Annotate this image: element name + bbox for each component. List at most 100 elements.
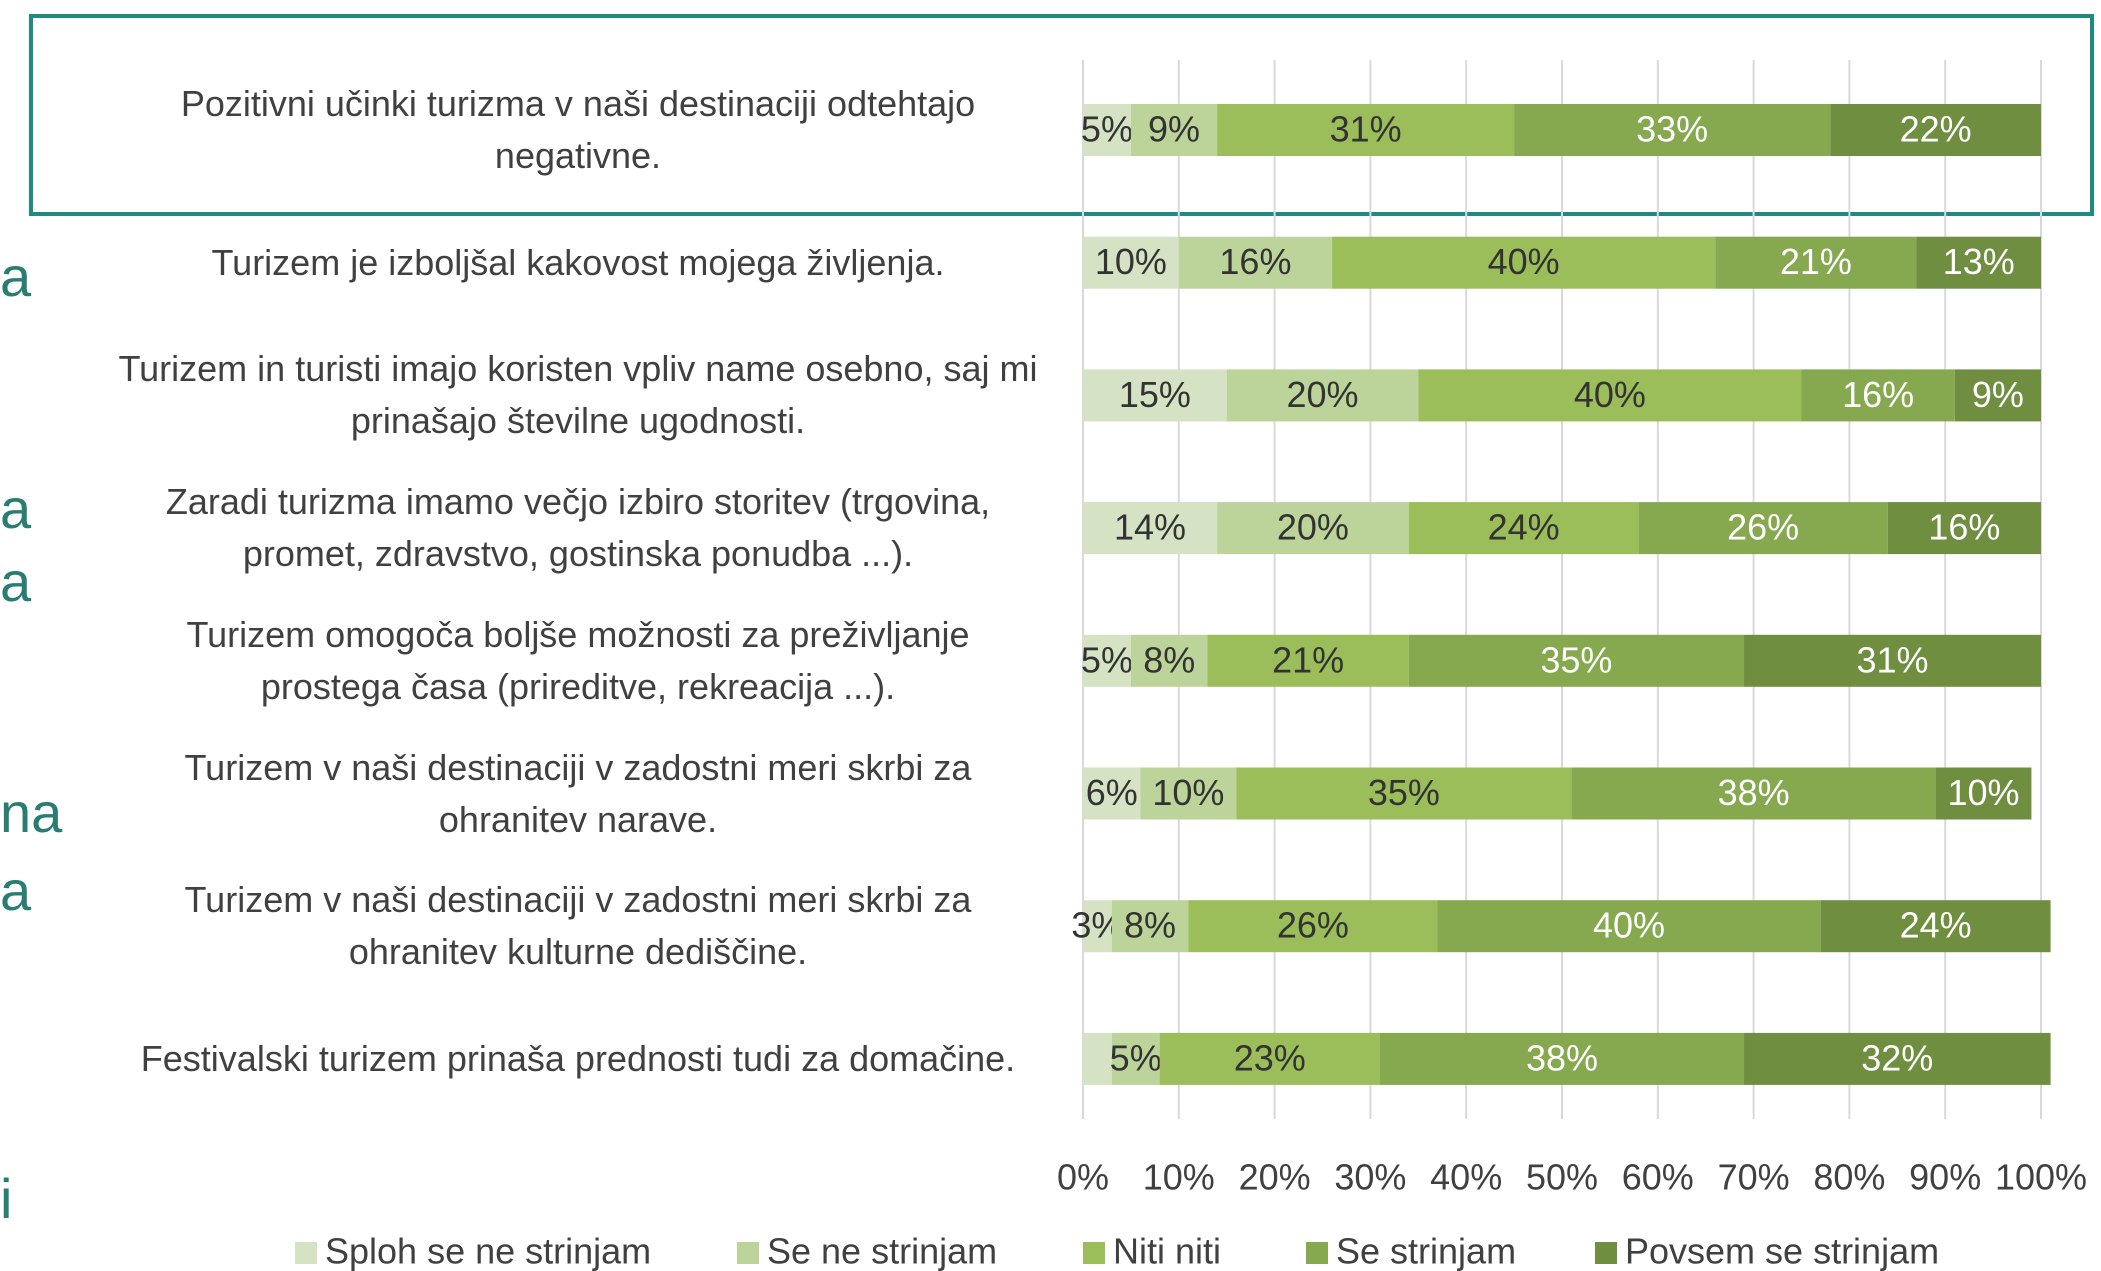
bar-segment bbox=[1083, 236, 1179, 289]
highlight-box bbox=[29, 14, 2094, 216]
bar-segment bbox=[1188, 900, 1438, 953]
category-label: Turizem in turisti imajo koristen vpliv … bbox=[118, 348, 1038, 442]
category-label: Turizem je izboljšal kakovost mojega živ… bbox=[211, 241, 945, 283]
data-label: 38% bbox=[1718, 772, 1790, 813]
bar-segment bbox=[1744, 1032, 2051, 1085]
bar-segment bbox=[1236, 767, 1572, 820]
legend-swatch bbox=[1083, 1242, 1105, 1264]
x-tick-label: 20% bbox=[1239, 1157, 1311, 1198]
data-label: 21% bbox=[1780, 241, 1852, 282]
data-label: 31% bbox=[1330, 109, 1402, 150]
x-tick-label: 80% bbox=[1813, 1157, 1885, 1198]
data-label: 16% bbox=[1219, 241, 1291, 282]
bar-segment bbox=[1437, 900, 1821, 953]
bar-segment bbox=[1217, 502, 1409, 555]
bar-segment bbox=[1083, 104, 1131, 156]
x-tick-label: 40% bbox=[1430, 1157, 1502, 1198]
data-label: 24% bbox=[1488, 507, 1560, 548]
x-tick-label: 70% bbox=[1718, 1157, 1790, 1198]
bar-segment bbox=[1954, 369, 2041, 422]
data-label: 20% bbox=[1286, 374, 1358, 415]
category-label: Turizem omogoča boljše možnosti za preži… bbox=[186, 613, 970, 707]
bar-segment bbox=[1744, 634, 2041, 687]
data-label: 40% bbox=[1593, 905, 1665, 946]
data-label: 13% bbox=[1943, 241, 2015, 282]
x-tick-label: 10% bbox=[1143, 1157, 1215, 1198]
category-label: Turizem v naši destinaciji v zadostni me… bbox=[184, 746, 972, 840]
data-label: 26% bbox=[1277, 905, 1349, 946]
data-label: 21% bbox=[1272, 639, 1344, 680]
bar-segment bbox=[1111, 1032, 1160, 1085]
bar-segment bbox=[1514, 104, 1831, 156]
data-label: 6% bbox=[1086, 772, 1138, 813]
bar-segment bbox=[1916, 236, 2041, 289]
bar-segment bbox=[1571, 767, 1936, 820]
data-label: 33% bbox=[1636, 109, 1708, 150]
legend-swatch bbox=[1306, 1242, 1328, 1264]
x-tick-label: 0% bbox=[1057, 1157, 1109, 1198]
x-tick-label: 50% bbox=[1526, 1157, 1598, 1198]
data-label: 5% bbox=[1081, 639, 1133, 680]
bar-segment bbox=[1226, 369, 1419, 422]
data-label: 5% bbox=[1110, 1037, 1162, 1078]
legend-label: Sploh se ne strinjam bbox=[325, 1231, 651, 1271]
bar-segment bbox=[1332, 236, 1716, 289]
data-label: 10% bbox=[1095, 241, 1167, 282]
legend-label: Niti niti bbox=[1113, 1231, 1221, 1271]
data-label: 9% bbox=[1972, 374, 2024, 415]
bar-segment bbox=[1083, 634, 1131, 687]
data-label: 38% bbox=[1526, 1037, 1598, 1078]
bar-segment bbox=[1159, 1032, 1380, 1085]
bar-segment bbox=[1935, 767, 2032, 820]
x-tick-label: 90% bbox=[1909, 1157, 1981, 1198]
data-label: 16% bbox=[1928, 507, 2000, 548]
data-label: 9% bbox=[1148, 109, 1200, 150]
data-label: 15% bbox=[1119, 374, 1191, 415]
bar-segment bbox=[1083, 1032, 1112, 1085]
data-label: 5% bbox=[1081, 109, 1133, 150]
data-label: 8% bbox=[1143, 639, 1195, 680]
text-fragment: na bbox=[0, 781, 63, 844]
bar-segment bbox=[1083, 369, 1227, 422]
x-tick-label: 60% bbox=[1622, 1157, 1694, 1198]
data-label: 14% bbox=[1114, 507, 1186, 548]
text-fragment: a bbox=[0, 245, 32, 308]
bar-segment bbox=[1408, 634, 1745, 687]
text-fragment: i bbox=[0, 1167, 12, 1230]
legend-label: Se strinjam bbox=[1336, 1231, 1516, 1271]
data-label: 35% bbox=[1540, 639, 1612, 680]
category-label: Pozitivni učinki turizma v naši destinac… bbox=[180, 83, 976, 176]
bar-segment bbox=[1820, 900, 2051, 953]
bar-segment bbox=[1178, 236, 1333, 289]
data-label: 26% bbox=[1727, 507, 1799, 548]
data-label: 10% bbox=[1152, 772, 1224, 813]
bar-segment bbox=[1207, 634, 1409, 687]
data-label: 40% bbox=[1488, 241, 1560, 282]
text-fragment: a bbox=[0, 477, 32, 540]
bar-segment bbox=[1887, 502, 2041, 555]
bar-segment bbox=[1083, 900, 1112, 953]
legend-label: Se ne strinjam bbox=[767, 1231, 997, 1271]
bar-segment bbox=[1715, 236, 1917, 289]
data-label: 31% bbox=[1856, 639, 1928, 680]
data-label: 24% bbox=[1900, 905, 1972, 946]
bar-segment bbox=[1130, 104, 1218, 156]
x-tick-label: 100% bbox=[1995, 1157, 2087, 1198]
data-label: 20% bbox=[1277, 507, 1349, 548]
category-label: Festivalski turizem prinaša prednosti tu… bbox=[140, 1037, 1016, 1079]
data-label: 10% bbox=[1947, 772, 2019, 813]
bar-segment bbox=[1418, 369, 1802, 422]
data-label: 23% bbox=[1234, 1037, 1306, 1078]
category-label: Turizem v naši destinaciji v zadostni me… bbox=[184, 879, 972, 973]
bar-segment bbox=[1801, 369, 1955, 422]
data-label: 8% bbox=[1124, 905, 1176, 946]
text-fragment: a bbox=[0, 550, 32, 613]
data-label: 22% bbox=[1900, 109, 1972, 150]
bar-segment bbox=[1083, 502, 1218, 555]
bar-segment bbox=[1379, 1032, 1745, 1085]
text-fragment: a bbox=[0, 859, 32, 922]
data-label: 40% bbox=[1574, 374, 1646, 415]
bar-segment bbox=[1217, 104, 1515, 156]
